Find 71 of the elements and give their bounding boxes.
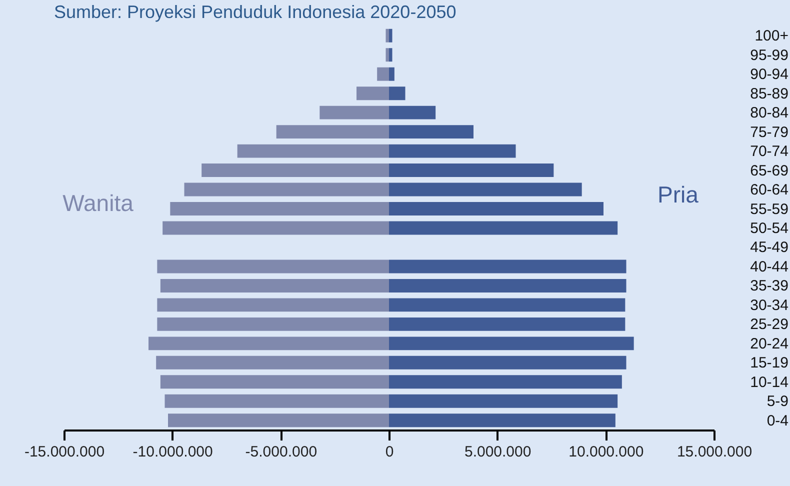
bar (389, 164, 554, 178)
bar (389, 28, 392, 42)
y-tick-label: 65-69 (750, 162, 788, 180)
bar (356, 86, 389, 100)
bar (202, 164, 389, 178)
x-tick-label: 5.000.000 (464, 444, 532, 460)
bar (386, 48, 389, 62)
bar (389, 394, 618, 408)
chart-title: Sumber: Proyeksi Penduduk Indonesia 2020-2050 (54, 2, 456, 22)
x-tick-label: 10.000.000 (568, 444, 644, 460)
y-tick-label: 70-74 (750, 143, 788, 160)
bar (184, 182, 389, 196)
series-label: Wanita (62, 190, 134, 216)
bar (276, 125, 389, 139)
x-tick-label: -5.000.000 (245, 444, 318, 460)
y-tick-label: 50-54 (750, 220, 788, 237)
bar (389, 67, 394, 81)
bar (389, 317, 626, 331)
bar (389, 356, 626, 370)
bar (162, 221, 389, 235)
bar (237, 144, 389, 158)
y-tick-label: 45-49 (750, 239, 788, 256)
bar (389, 144, 516, 158)
bar (389, 260, 626, 274)
x-tick-label: 0 (385, 444, 394, 460)
bar (386, 28, 389, 42)
bar (389, 336, 634, 350)
x-tick-label: -15.000.000 (24, 444, 105, 460)
bar (389, 375, 622, 389)
bar (148, 336, 389, 350)
bar (168, 414, 389, 428)
bar (156, 356, 389, 370)
y-tick-label: 25-29 (750, 316, 788, 334)
y-tick-label: 90-94 (750, 66, 788, 84)
bar (320, 106, 389, 120)
y-tick-label: 0-4 (766, 412, 788, 430)
bar (389, 278, 626, 292)
bar (389, 106, 436, 120)
bar (170, 202, 389, 216)
y-tick-label: 100+ (754, 28, 789, 45)
y-tick-label: 60-64 (750, 182, 788, 199)
bar (157, 260, 389, 274)
bar (157, 298, 389, 312)
bar (377, 67, 389, 81)
y-tick-label: 30-34 (750, 296, 788, 314)
x-tick-label: -10.000.000 (132, 444, 213, 460)
bar (389, 202, 604, 216)
y-tick-label: 75-79 (750, 124, 788, 141)
y-tick-label: 15-19 (750, 354, 788, 372)
series-label: Pria (658, 182, 699, 208)
y-tick-label: 35-39 (750, 278, 788, 295)
bar (389, 86, 406, 100)
bar (157, 317, 389, 331)
bar (389, 298, 626, 312)
bar (389, 221, 618, 235)
x-tick-label: 15.000.000 (676, 444, 752, 460)
bar (160, 278, 389, 292)
y-tick-label: 85-89 (750, 85, 788, 102)
bar (389, 48, 392, 62)
bar (389, 414, 616, 428)
y-tick-label: 55-59 (750, 200, 788, 218)
bar (164, 394, 389, 408)
bar (389, 182, 582, 196)
y-tick-label: 40-44 (750, 258, 788, 276)
bar (389, 125, 474, 139)
y-tick-label: 10-14 (750, 374, 788, 391)
y-tick-label: 20-24 (750, 335, 788, 352)
bar (160, 375, 389, 389)
y-tick-label: 5-9 (766, 393, 788, 410)
y-tick-label: 95-99 (750, 46, 788, 64)
y-tick-label: 80-84 (750, 104, 788, 122)
